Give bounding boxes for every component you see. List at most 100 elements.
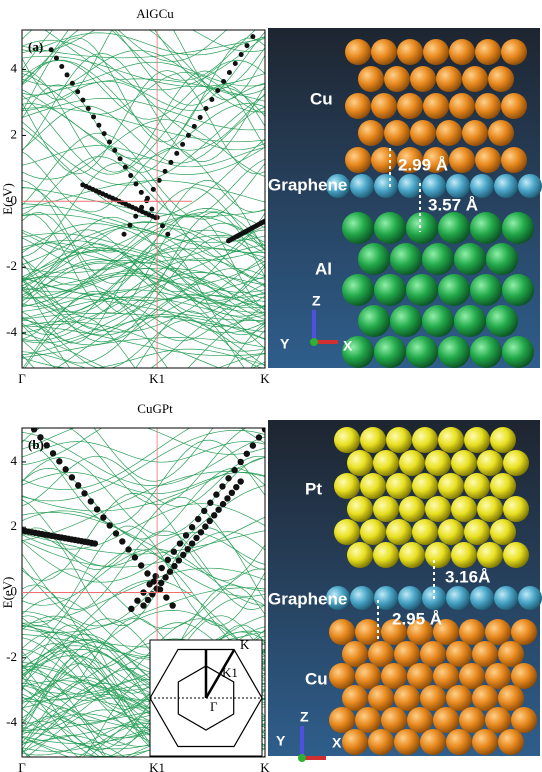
atom xyxy=(477,542,503,568)
atom xyxy=(425,450,451,476)
dot xyxy=(174,151,179,156)
atom xyxy=(358,243,390,275)
bz-inset: KK1Γ xyxy=(150,637,262,756)
figure: AlGCu-4-2024E(eV)ΓK1K(a)CuGrapheneAl2.99… xyxy=(0,0,542,772)
structure xyxy=(268,420,542,756)
atom xyxy=(454,243,486,275)
dot xyxy=(233,61,238,66)
axis-y xyxy=(310,338,318,346)
atom xyxy=(350,586,374,610)
atom xyxy=(345,93,371,119)
atom xyxy=(358,120,384,146)
atom xyxy=(342,729,368,755)
atom xyxy=(503,450,529,476)
dot xyxy=(211,512,217,518)
atom xyxy=(358,66,384,92)
atom xyxy=(449,147,475,173)
atom xyxy=(407,707,433,733)
y-tick-label: -4 xyxy=(6,714,17,729)
dot xyxy=(162,574,168,580)
atom xyxy=(470,336,502,368)
atom xyxy=(397,39,423,65)
dot xyxy=(80,98,85,103)
atom xyxy=(446,641,472,667)
atom xyxy=(342,641,368,667)
structure-label: Graphene xyxy=(268,589,347,608)
atom xyxy=(459,663,485,689)
atom xyxy=(518,586,542,610)
dot xyxy=(123,165,128,170)
dot xyxy=(202,523,208,529)
atom xyxy=(472,685,498,711)
atom xyxy=(490,473,516,499)
atom xyxy=(422,174,446,198)
dot xyxy=(195,516,201,522)
dot xyxy=(54,56,59,61)
dot xyxy=(207,500,213,506)
axis-y xyxy=(298,754,306,762)
dot xyxy=(180,552,186,558)
dot xyxy=(144,570,150,576)
structure xyxy=(268,28,542,368)
atom xyxy=(470,212,502,244)
y-tick-label: -4 xyxy=(6,324,17,339)
atom xyxy=(498,641,524,667)
chart-title: CuGPt xyxy=(137,401,173,416)
panel-label: (a) xyxy=(28,39,43,54)
atom xyxy=(386,427,412,453)
atom xyxy=(371,147,397,173)
dot xyxy=(75,89,80,94)
x-tick-label: K1 xyxy=(149,371,165,386)
dot xyxy=(138,562,144,568)
atom xyxy=(485,663,511,689)
dot xyxy=(213,491,219,497)
dot xyxy=(167,569,173,575)
dot xyxy=(163,594,169,600)
y-axis-label: E(eV) xyxy=(0,577,15,609)
panel-label: (b) xyxy=(28,437,44,452)
atom xyxy=(345,147,371,173)
band-line xyxy=(22,16,265,112)
atom xyxy=(449,39,475,65)
atom xyxy=(518,174,542,198)
atom xyxy=(485,619,511,645)
dot xyxy=(215,88,220,93)
chart-title: AlGCu xyxy=(136,6,174,21)
atom xyxy=(368,729,394,755)
atom xyxy=(374,174,398,198)
atom xyxy=(386,519,412,545)
atom xyxy=(511,707,537,733)
atom xyxy=(438,212,470,244)
atom xyxy=(464,519,490,545)
atom xyxy=(459,619,485,645)
atom xyxy=(381,707,407,733)
atom xyxy=(398,586,422,610)
atom xyxy=(464,427,490,453)
inset-label: K1 xyxy=(222,665,238,680)
structure-label: Y xyxy=(280,336,290,352)
atom xyxy=(451,450,477,476)
atom xyxy=(502,336,534,368)
dot xyxy=(204,106,209,111)
atom xyxy=(472,729,498,755)
structure-label: Z xyxy=(312,293,321,309)
atom xyxy=(433,663,459,689)
atom xyxy=(420,729,446,755)
atom xyxy=(475,39,501,65)
y-tick-label: -2 xyxy=(6,258,17,273)
atom xyxy=(425,496,451,522)
atom xyxy=(420,685,446,711)
dot xyxy=(207,518,213,524)
structure-label: Y xyxy=(276,733,286,749)
atom xyxy=(477,450,503,476)
atom xyxy=(503,542,529,568)
structure-label: 3.16Å xyxy=(445,567,490,586)
atom xyxy=(423,93,449,119)
band-line xyxy=(22,440,265,524)
atom xyxy=(347,496,373,522)
atom xyxy=(394,641,420,667)
atom xyxy=(373,542,399,568)
atom xyxy=(398,174,422,198)
atom xyxy=(470,586,494,610)
atom xyxy=(470,274,502,306)
